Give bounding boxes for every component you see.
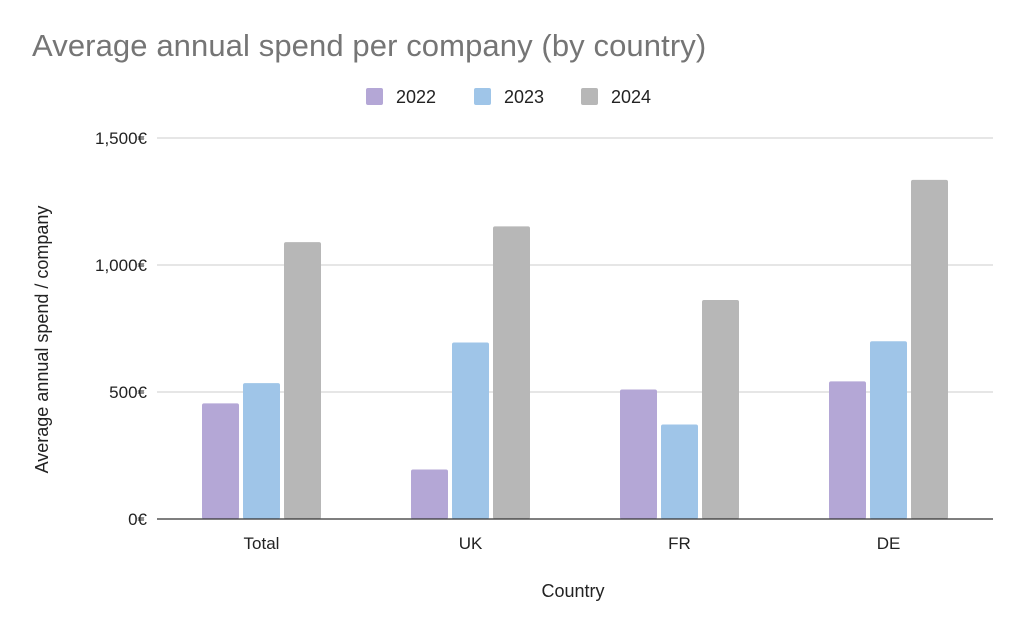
bar-2022-UK xyxy=(411,469,448,519)
legend-label: 2024 xyxy=(611,87,651,107)
legend-label: 2023 xyxy=(504,87,544,107)
x-tick-label: FR xyxy=(668,534,691,553)
y-tick-label: 500€ xyxy=(109,383,147,402)
y-axis-title: Average annual spend / company xyxy=(32,206,52,474)
legend-label: 2022 xyxy=(396,87,436,107)
x-tick-label: DE xyxy=(877,534,901,553)
y-tick-label: 1,500€ xyxy=(95,129,148,148)
bars xyxy=(202,179,948,519)
bar-2023-FR xyxy=(661,424,698,519)
legend-swatch xyxy=(366,88,383,105)
legend-swatch xyxy=(474,88,491,105)
bar-2022-FR xyxy=(620,389,657,519)
axes: 0€ 500€ 1,000€ 1,500€ Total UK FR DE Country Aver… xyxy=(32,129,993,601)
gridlines xyxy=(157,137,993,393)
x-tick-label: Total xyxy=(244,534,280,553)
y-tick-label: 0€ xyxy=(128,510,147,529)
legend-item-2023: 2023 xyxy=(474,87,544,107)
legend-item-2022: 2022 xyxy=(366,87,436,107)
bar-2023-Total xyxy=(243,383,280,519)
bar-2022-Total xyxy=(202,403,239,519)
bar-2024-FR xyxy=(702,300,739,519)
chart-title: Average annual spend per company (by cou… xyxy=(32,28,707,63)
legend-swatch xyxy=(581,88,598,105)
bar-2023-DE xyxy=(870,341,907,519)
bar-2024-DE xyxy=(911,179,948,519)
bar-2024-Total xyxy=(284,242,321,519)
bar-2024-UK xyxy=(493,226,530,519)
bar-2023-UK xyxy=(452,342,489,519)
x-tick-label: UK xyxy=(459,534,483,553)
legend: 2022 2023 2024 xyxy=(366,87,651,107)
legend-item-2024: 2024 xyxy=(581,87,651,107)
y-tick-label: 1,000€ xyxy=(95,256,148,275)
x-axis-title: Country xyxy=(541,581,604,601)
bar-2022-DE xyxy=(829,381,866,519)
